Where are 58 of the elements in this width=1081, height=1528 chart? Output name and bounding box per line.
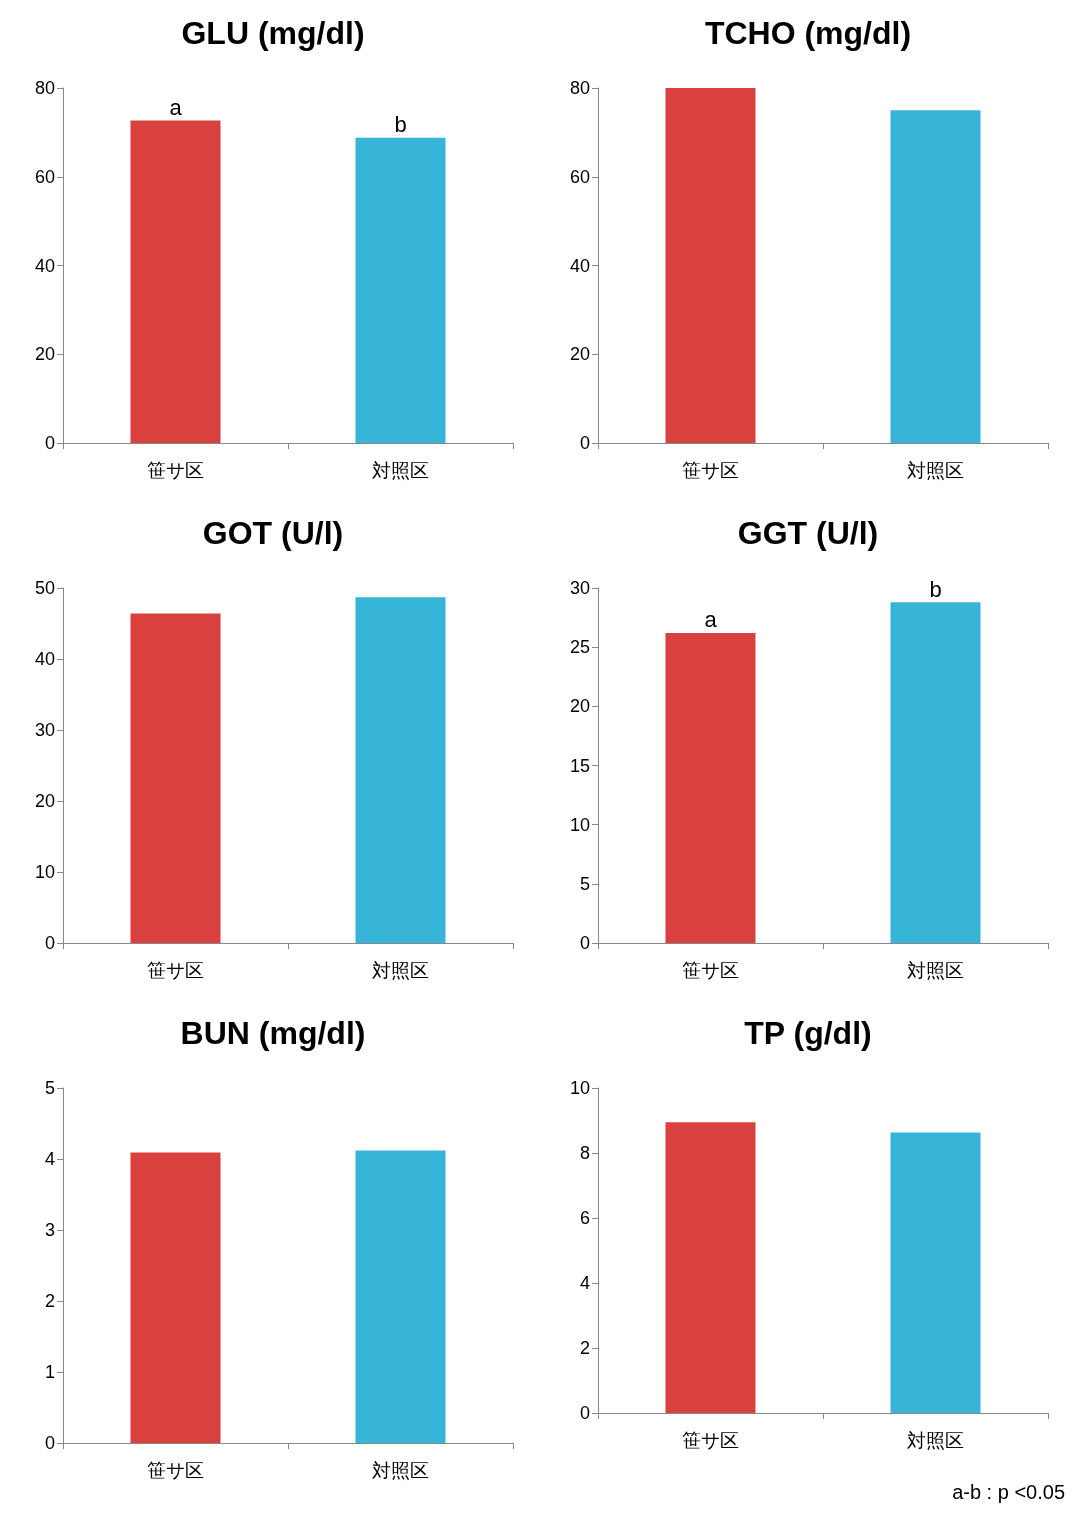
y-tick-label: 5 [44, 1078, 55, 1098]
y-tick-label: 3 [44, 1220, 55, 1240]
y-tick-label: 60 [569, 166, 590, 187]
x-tick-label: 笹サ区 [682, 960, 739, 981]
chart-title: TCHO (mg/dl) [704, 15, 912, 51]
y-tick-label: 0 [579, 433, 590, 453]
chart-title: BUN (mg/dl) [180, 1015, 366, 1051]
annotation: a [169, 94, 183, 120]
x-tick-label: 対照区 [907, 1430, 964, 1451]
annotation: b [929, 576, 942, 602]
y-tick-label: 20 [34, 791, 55, 811]
text: a-b : p <0.05 [952, 1481, 1066, 1503]
y-tick-label: 0 [44, 1433, 55, 1453]
y-tick-label: 8 [579, 1143, 590, 1163]
x-tick-label: 笹サ区 [682, 460, 739, 481]
y-tick-label: 30 [569, 578, 590, 598]
y-tick-label: 4 [579, 1273, 590, 1293]
chart-title: GLU (mg/dl) [181, 15, 365, 51]
x-tick-label: 笹サ区 [147, 1460, 204, 1481]
y-tick-label: 80 [34, 78, 55, 98]
y-tick-label: 0 [579, 933, 590, 953]
y-tick-label: 80 [569, 78, 590, 98]
y-tick-label: 60 [34, 166, 55, 187]
y-tick-label: 20 [569, 696, 590, 717]
chart-title: TP (g/dl) [744, 1015, 872, 1051]
y-tick-label: 0 [44, 433, 55, 453]
y-tick-label: 40 [569, 255, 590, 276]
y-tick-label: 10 [34, 862, 55, 882]
y-tick-label: 6 [579, 1208, 590, 1228]
x-tick-label: 笹サ区 [147, 960, 204, 981]
x-tick-label: 対照区 [372, 1460, 429, 1481]
y-tick-label: 30 [34, 720, 55, 740]
x-tick-label: 笹サ区 [682, 1430, 739, 1451]
y-tick-label: 40 [34, 649, 55, 669]
x-tick-label: 対照区 [907, 460, 964, 481]
y-tick-label: 10 [569, 814, 590, 835]
x-tick-label: 対照区 [372, 960, 429, 981]
y-tick-label: 40 [34, 255, 55, 276]
annotation: b [394, 112, 407, 138]
y-tick-label: 2 [579, 1338, 590, 1358]
y-tick-label: 2 [44, 1291, 55, 1311]
y-tick-label: 4 [44, 1149, 55, 1169]
y-tick-label: 50 [34, 578, 55, 598]
annotation: a [704, 607, 718, 633]
chart-title: GGT (U/l) [737, 515, 879, 551]
x-tick-label: 対照区 [907, 960, 964, 981]
y-tick-label: 1 [44, 1362, 55, 1382]
x-tick-label: 対照区 [372, 460, 429, 481]
y-tick-label: 25 [569, 637, 590, 658]
y-tick-label: 10 [569, 1078, 590, 1098]
y-tick-label: 20 [569, 344, 590, 365]
y-tick-label: 20 [34, 344, 55, 365]
chart-title: GOT (U/l) [202, 515, 344, 551]
y-tick-label: 0 [579, 1403, 590, 1423]
y-tick-label: 15 [569, 755, 590, 776]
x-tick-label: 笹サ区 [147, 460, 204, 481]
y-tick-label: 5 [579, 873, 590, 894]
y-tick-label: 0 [44, 933, 55, 953]
